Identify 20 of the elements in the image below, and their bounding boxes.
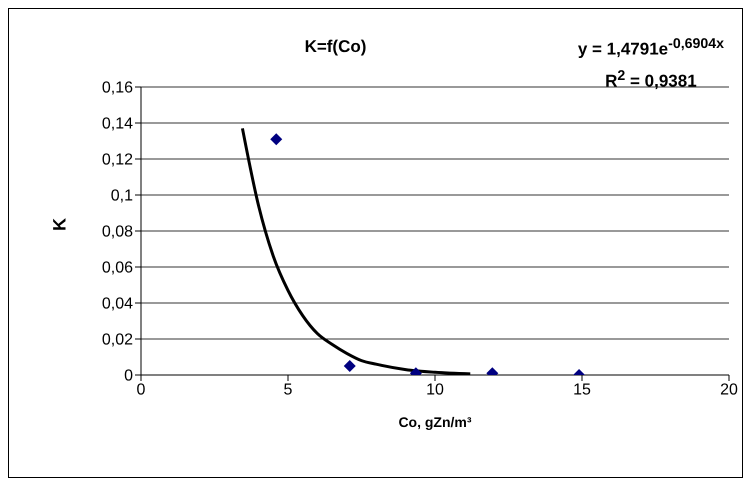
x-tick-label: 20 — [720, 381, 738, 398]
x-tick-label: 5 — [284, 381, 293, 398]
y-tick-label: 0,1 — [110, 188, 134, 205]
y-tick-label: 0,14 — [102, 116, 134, 133]
x-tick-label: 15 — [573, 381, 591, 398]
y-tick-label: 0,12 — [102, 152, 134, 169]
y-tick-label: 0,08 — [102, 224, 134, 241]
y-axis-title: K — [49, 218, 70, 231]
y-tick-label: 0,02 — [102, 332, 134, 349]
annotation: R$^{2}$ = 0,9381 — [604, 66, 698, 92]
y-tick-label: 0,06 — [102, 260, 134, 277]
text: y = 1,4791e$^{-0,6904x}$ — [578, 35, 724, 61]
x-axis-title: Co, gZn/m³ — [398, 414, 472, 430]
y-tick-label: 0,04 — [102, 296, 134, 313]
x-tick-label: 10 — [426, 381, 444, 398]
y-tick-label: 0,16 — [102, 80, 134, 97]
point — [270, 133, 282, 146]
y-tick-label: 0 — [124, 368, 134, 385]
x-tick-label: 0 — [136, 381, 146, 398]
chart-title: K=f(Co) — [304, 37, 366, 56]
